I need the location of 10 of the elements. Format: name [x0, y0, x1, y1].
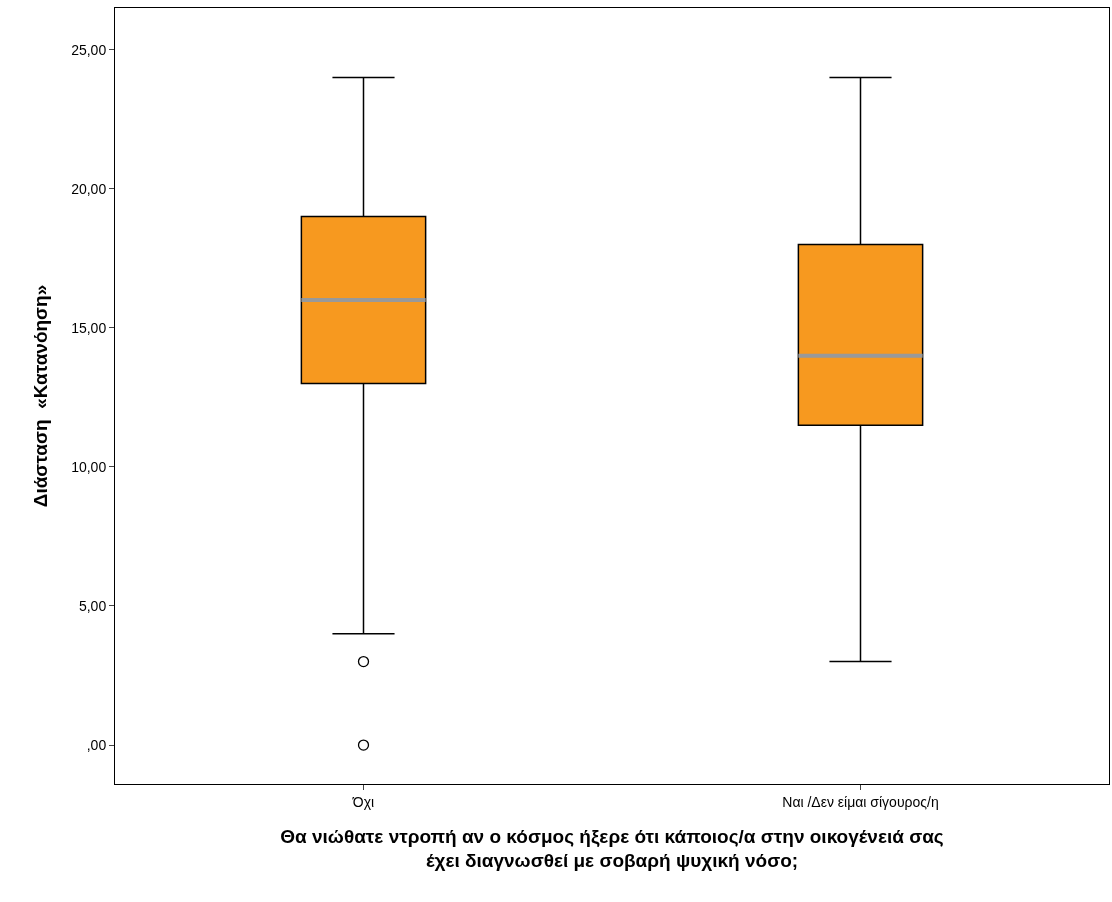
y-tick-label: 25,00	[71, 41, 107, 58]
x-axis-title: Θα νιώθατε ντροπή αν ο κόσμος ήξερε ότι κάποιος/α στην οικογένειά σας έχει διαγνωσθεί με σοβαρή ψυχική νόσο;	[280, 825, 944, 872]
y-tick-label: ,00	[86, 736, 107, 753]
x-tick-label: Ναι /Δεν είμαι σίγουρος/η	[782, 793, 939, 810]
y-tick-label: 10,00	[71, 458, 107, 475]
y-tick-label: 15,00	[71, 319, 107, 336]
y-tick-label: 20,00	[71, 180, 107, 197]
x-tick-label: Όχι	[351, 793, 375, 810]
y-tick-label: 5,00	[78, 597, 107, 614]
y-axis-title: Διάσταση «Κατανόηση»	[30, 284, 51, 508]
